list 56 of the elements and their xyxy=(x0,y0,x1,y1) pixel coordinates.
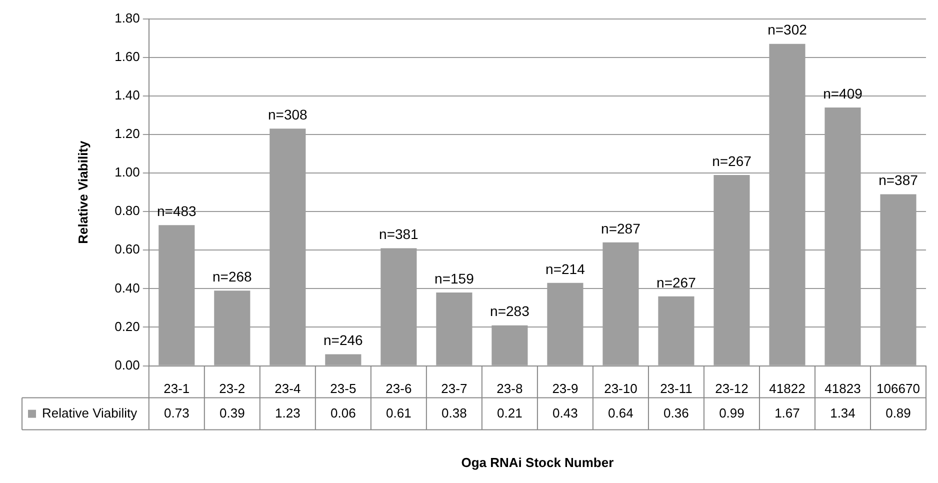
data-label: 0.06 xyxy=(330,405,356,420)
x-tick-label: 23-5 xyxy=(330,381,356,396)
annotation: n=483 xyxy=(156,202,197,219)
data-label: 0.43 xyxy=(552,405,578,420)
y-axis-title: Relative Viability xyxy=(75,140,90,244)
x-tick-label: 23-9 xyxy=(552,381,578,396)
y-tick-label: 1.80 xyxy=(114,10,140,26)
data-label: 0.21 xyxy=(497,405,522,420)
annotation: n=409 xyxy=(823,85,863,102)
annotation: n=214 xyxy=(546,260,586,277)
y-tick-label: 0.20 xyxy=(114,318,140,334)
x-tick-label: 23-8 xyxy=(496,381,523,396)
annotation: n=387 xyxy=(878,172,918,188)
x-tick-label: 23-7 xyxy=(441,381,468,396)
data-label: 1.34 xyxy=(830,405,856,420)
x-tick-label: 41823 xyxy=(824,381,861,396)
x-tick-label: 23-11 xyxy=(660,381,692,396)
y-tick-label: 0.00 xyxy=(114,357,140,372)
x-tick-label: 23-10 xyxy=(604,381,638,396)
data-label: 0.36 xyxy=(664,405,689,420)
annotation: n=308 xyxy=(268,106,308,123)
bar xyxy=(325,354,362,366)
annotation: n=268 xyxy=(212,268,252,284)
y-tick-label: 0.80 xyxy=(114,203,140,218)
data-label: 0.39 xyxy=(220,405,245,420)
y-tick-label: 0.60 xyxy=(114,242,140,257)
y-tick-label: 1.00 xyxy=(114,164,140,180)
annotation: n=287 xyxy=(601,220,641,236)
x-tick-label: 23-4 xyxy=(274,381,301,396)
annotation: n=302 xyxy=(768,22,808,38)
x-tick-label: 41822 xyxy=(769,381,806,396)
y-tick-label: 1.60 xyxy=(114,48,140,64)
legend-label: Relative Viability xyxy=(42,405,138,420)
data-label: 0.61 xyxy=(386,405,412,420)
annotation: n=159 xyxy=(434,270,474,286)
data-label: 0.89 xyxy=(886,405,911,420)
x-tick-label: 23-1 xyxy=(164,381,190,396)
data-label: 0.64 xyxy=(608,405,634,420)
y-tick-label: 0.40 xyxy=(114,280,140,296)
x-tick-label: 23-2 xyxy=(219,381,246,396)
x-tick-label: 23-12 xyxy=(715,381,748,396)
data-label: 1.23 xyxy=(275,405,300,420)
annotation: n=267 xyxy=(712,152,752,169)
annotation: n=246 xyxy=(324,332,364,348)
data-label: 0.73 xyxy=(164,405,190,420)
annotation: n=283 xyxy=(490,303,530,320)
y-tick-label: 1.40 xyxy=(114,87,140,102)
y-tick-label: 1.20 xyxy=(114,126,140,142)
data-label: 0.38 xyxy=(442,405,467,420)
x-axis-title: Oga RNAi Stock Number xyxy=(461,454,614,470)
x-tick-label: 106670 xyxy=(876,381,920,396)
data-label: 0.99 xyxy=(719,405,744,420)
x-tick-label: 23-6 xyxy=(386,381,412,396)
annotation: n=381 xyxy=(379,226,419,242)
data-label: 1.67 xyxy=(774,405,800,420)
annotation: n=267 xyxy=(656,274,696,290)
